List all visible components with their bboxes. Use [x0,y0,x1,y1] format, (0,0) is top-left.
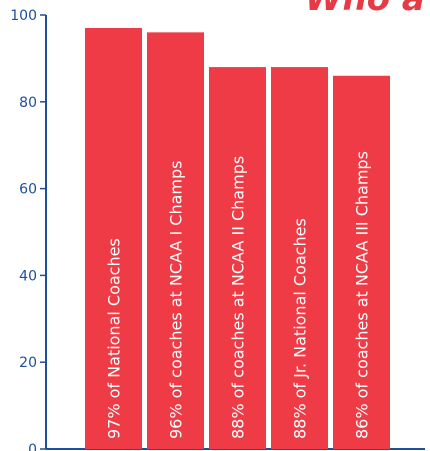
bar [333,75,390,449]
bar [85,28,142,450]
bar [271,67,328,449]
bar-label: 97% of National Coaches [105,238,124,439]
bar-label: 96% of coaches at NCAA I Champs [167,161,186,439]
bar-label: 88% of Jr. National Coaches [291,218,310,439]
y-tick-label: 0 [28,442,37,451]
banner-title: Who a [305,0,425,19]
y-tick-label: 80 [19,95,37,111]
y-tick-label: 20 [19,355,37,371]
bar [209,67,266,449]
bar-label: 88% of coaches at NCAA II Champs [229,156,248,439]
y-tick-label: 100 [10,8,37,24]
bar [147,32,204,450]
bar-label: 86% of coaches at NCAA III Champs [353,151,372,439]
y-tick-label: 60 [19,182,37,198]
y-tick-label: 40 [19,268,37,284]
